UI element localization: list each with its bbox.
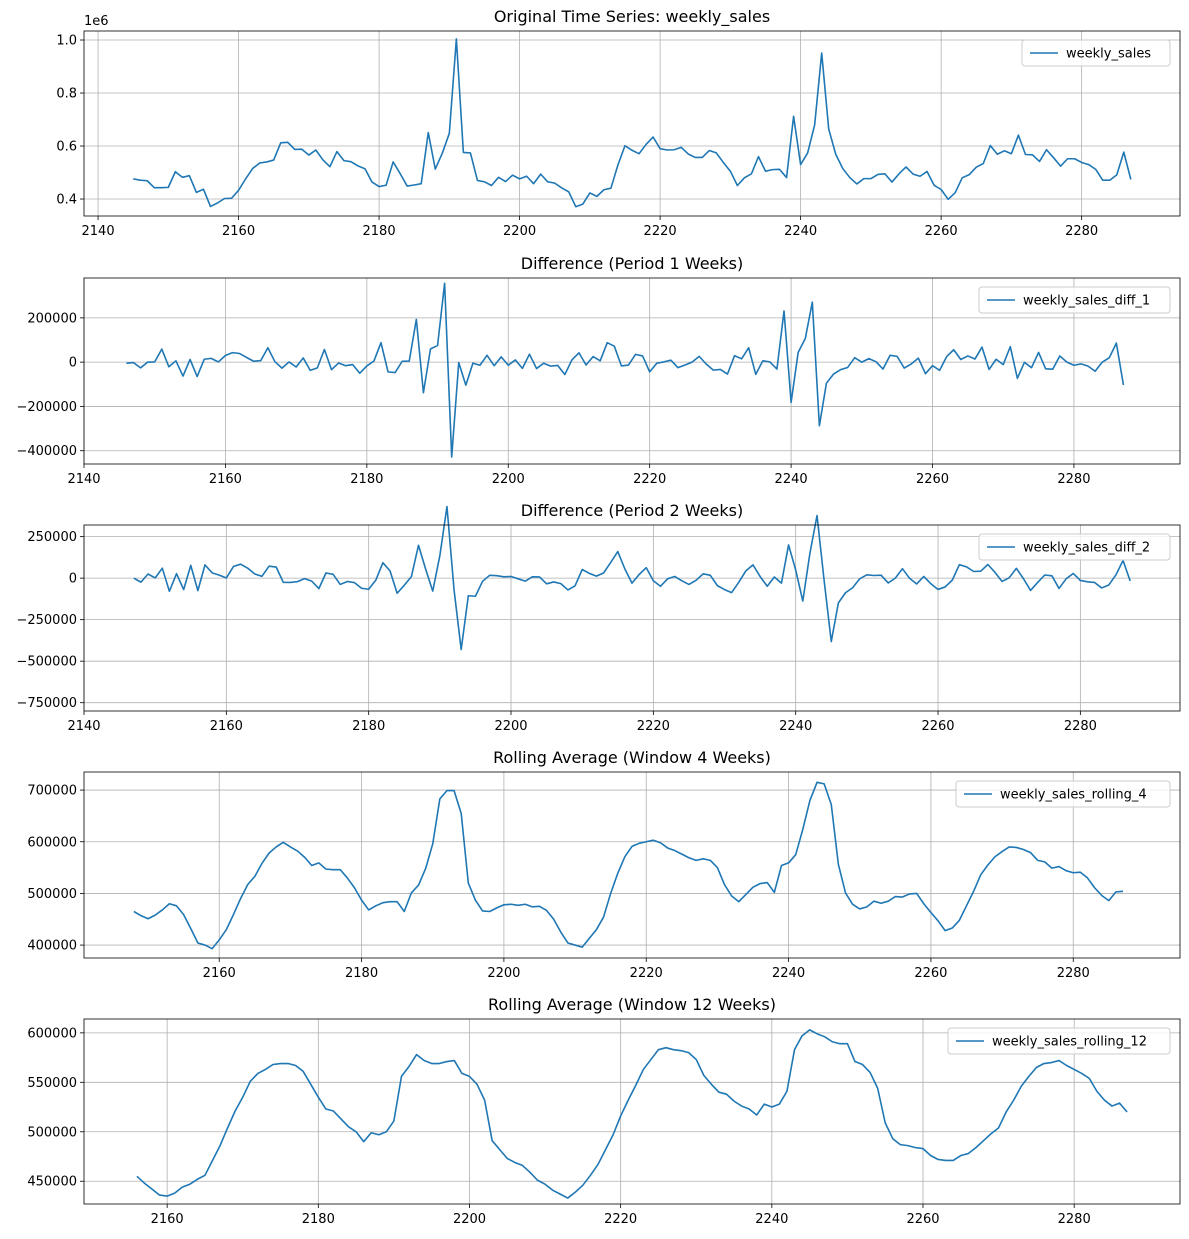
x-tick-label: 2140 xyxy=(67,472,100,487)
x-tick-label: 2220 xyxy=(644,224,677,239)
y-tick-label: 550000 xyxy=(27,1076,77,1091)
x-tick-label: 2180 xyxy=(345,966,378,981)
chart-panel-3: Difference (Period 2 Weeks) 2140 2160 2180 2… xyxy=(16,501,1181,734)
legend: weekly_sales_rolling_12 xyxy=(947,1027,1171,1055)
y-tick-label: 1.0 xyxy=(56,34,77,49)
legend: weekly_sales_diff_2 xyxy=(978,533,1171,561)
plot-frame xyxy=(83,30,1181,217)
x-tick-label: 2260 xyxy=(914,966,947,981)
x-tick-label: 2240 xyxy=(755,1212,788,1227)
plot-frame xyxy=(83,524,1181,712)
x-tick-label: 2240 xyxy=(784,224,817,239)
x-tick-label: 2160 xyxy=(209,472,242,487)
x-tick-label: 2260 xyxy=(906,1212,939,1227)
plot-frame xyxy=(83,1018,1181,1205)
legend-entry: weekly_sales_rolling_12 xyxy=(992,1035,1147,1050)
x-tick-label: 2220 xyxy=(633,472,666,487)
y-tick-label: −750000 xyxy=(16,696,77,711)
y-tick-label: 700000 xyxy=(27,784,77,799)
x-tick-label: 2160 xyxy=(203,966,236,981)
series-line-weekly_sales xyxy=(133,38,1132,208)
y-tick-label: 0.4 xyxy=(56,193,77,208)
x-tick-label: 2280 xyxy=(1065,224,1098,239)
legend-entry: weekly_sales_rolling_4 xyxy=(1000,788,1147,803)
x-tick-label: 2200 xyxy=(492,472,525,487)
x-tick-label: 2280 xyxy=(1057,966,1090,981)
legend-box xyxy=(978,286,1171,314)
legend-box xyxy=(978,533,1171,561)
legend-entry: weekly_sales xyxy=(1066,47,1151,62)
plot-frame xyxy=(83,277,1181,465)
x-tick-label: 2140 xyxy=(82,224,115,239)
x-tick-label: 2280 xyxy=(1064,719,1097,734)
series-line-weekly_sales_rolling_4 xyxy=(133,781,1124,950)
legend-entry: weekly_sales_diff_2 xyxy=(1023,541,1150,556)
x-tick-label: 2180 xyxy=(350,472,383,487)
y-tick-label: 600000 xyxy=(27,1026,77,1041)
y-tick-label: 500000 xyxy=(27,887,77,902)
y-tick-label: −250000 xyxy=(16,613,77,628)
legend-box xyxy=(947,1027,1171,1055)
y-tick-label: 0 xyxy=(69,356,77,371)
x-tick-label: 2220 xyxy=(630,966,663,981)
legend: weekly_sales xyxy=(1021,39,1171,67)
x-tick-label: 2260 xyxy=(921,719,954,734)
x-tick-label: 2200 xyxy=(494,719,527,734)
legend: weekly_sales_diff_1 xyxy=(978,286,1171,314)
chart-panel-2: Difference (Period 1 Weeks) 2140 2160 2180 2… xyxy=(16,254,1181,487)
x-tick-label: 2280 xyxy=(1057,472,1090,487)
chart-title: Rolling Average (Window 4 Weeks) xyxy=(493,748,771,767)
x-tick-label: 2220 xyxy=(604,1212,637,1227)
y-tick-label: 0 xyxy=(69,572,77,587)
x-tick-label: 2160 xyxy=(210,719,243,734)
x-tick-label: 2260 xyxy=(916,472,949,487)
legend: weekly_sales_rolling_4 xyxy=(955,780,1171,808)
y-tick-label: 0.6 xyxy=(56,140,77,155)
x-tick-label: 2180 xyxy=(363,224,396,239)
series-line-weekly_sales_diff_1 xyxy=(126,282,1125,458)
x-tick-label: 2140 xyxy=(67,719,100,734)
x-tick-label: 2260 xyxy=(925,224,958,239)
x-tick-label: 2240 xyxy=(779,719,812,734)
plot-frame xyxy=(83,771,1181,959)
x-tick-label: 2240 xyxy=(772,966,805,981)
y-tick-label: 200000 xyxy=(27,311,77,326)
y-tick-label: 400000 xyxy=(27,939,77,954)
x-tick-label: 2160 xyxy=(222,224,255,239)
x-tick-label: 2200 xyxy=(453,1212,486,1227)
y-offset-label: 1e6 xyxy=(84,14,109,29)
chart-panel-4: Rolling Average (Window 4 Weeks) 2160 2180… xyxy=(27,748,1181,981)
x-tick-label: 2200 xyxy=(487,966,520,981)
x-tick-label: 2280 xyxy=(1058,1212,1091,1227)
legend-box xyxy=(955,780,1171,808)
x-tick-label: 2220 xyxy=(637,719,670,734)
chart-panel-5: Rolling Average (Window 12 Weeks) 2160 218… xyxy=(27,995,1181,1227)
chart-title: Original Time Series: weekly_sales xyxy=(494,7,770,27)
series-line-weekly_sales_diff_2 xyxy=(133,505,1131,651)
y-tick-label: −500000 xyxy=(16,655,77,670)
y-tick-label: 450000 xyxy=(27,1175,77,1190)
chart-title: Rolling Average (Window 12 Weeks) xyxy=(488,995,776,1014)
legend-box xyxy=(1021,39,1171,67)
chart-title: Difference (Period 2 Weeks) xyxy=(521,501,743,520)
y-tick-label: 500000 xyxy=(27,1125,77,1140)
x-tick-label: 2200 xyxy=(503,224,536,239)
y-tick-label: 600000 xyxy=(27,835,77,850)
y-tick-label: −200000 xyxy=(16,400,77,415)
series-line-weekly_sales_rolling_12 xyxy=(136,1029,1128,1199)
legend-entry: weekly_sales_diff_1 xyxy=(1023,294,1150,309)
x-tick-label: 2240 xyxy=(775,472,808,487)
y-tick-label: 0.8 xyxy=(56,87,77,102)
chart-title: Difference (Period 1 Weeks) xyxy=(521,254,743,273)
y-tick-label: −400000 xyxy=(16,444,77,459)
y-tick-label: 250000 xyxy=(27,530,77,545)
chart-panel-1: Original Time Series: weekly_sales 2140 21… xyxy=(56,7,1181,239)
x-tick-label: 2180 xyxy=(352,719,385,734)
x-tick-label: 2180 xyxy=(302,1212,335,1227)
x-tick-label: 2160 xyxy=(151,1212,184,1227)
